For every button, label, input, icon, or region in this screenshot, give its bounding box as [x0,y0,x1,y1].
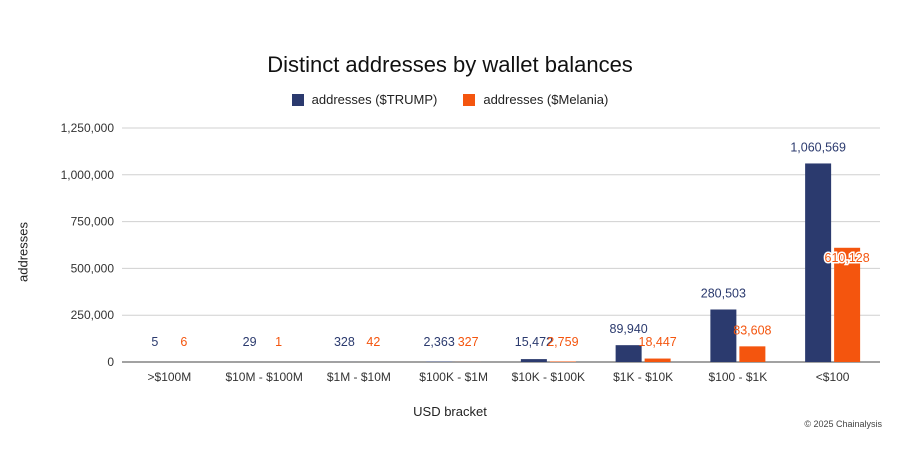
x-axis-label: USD bracket [413,404,487,419]
x-tick-label: $10M - $100M [225,370,302,384]
data-label-trump: 15,472 [515,335,553,349]
copyright-credit: © 2025 Chainalysis [804,419,882,429]
bar-trump [520,359,547,362]
data-label-melania: 2,759 [547,335,578,349]
legend-item-trump: addresses ($TRUMP) [291,92,438,107]
bar-trump [805,163,832,362]
x-tick-label: >$100M [148,370,192,384]
data-label-melania: 327 [458,335,479,349]
chart-legend: addresses ($TRUMP) addresses ($Melania) [0,92,900,107]
y-tick-label: 1,250,000 [61,121,115,135]
bar-melania [549,361,576,362]
x-tick-label: $10K - $100K [512,370,585,384]
y-tick-label: 1,000,000 [61,168,115,182]
y-tick-label: 750,000 [71,215,115,229]
data-label-melania: 1 [275,335,282,349]
data-label-trump: 2,363 [423,335,454,349]
y-tick-label: 0 [107,355,114,369]
bar-melania [834,247,861,362]
data-label-melania: 6 [180,335,187,349]
x-tick-label: $1K - $10K [613,370,673,384]
y-tick-label: 250,000 [71,308,115,322]
x-tick-label: $1M - $10M [327,370,391,384]
bar-melania [739,346,766,362]
data-label-melania: 18,447 [639,335,677,349]
legend-label-trump: addresses ($TRUMP) [311,92,438,107]
bar-trump [615,345,642,362]
legend-label-melania: addresses ($Melania) [483,92,609,107]
data-label-trump: 280,503 [701,286,746,300]
bar-trump [710,309,737,362]
data-label-trump: 29 [243,335,257,349]
data-label-trump: 328 [334,335,355,349]
x-tick-label: $100 - $1K [709,370,768,384]
x-tick-label: $100K - $1M [419,370,488,384]
data-label-trump: 1,060,569 [790,140,846,154]
legend-swatch-trump [291,93,304,106]
data-label-trump: 5 [151,335,158,349]
legend-swatch-melania [463,93,476,106]
legend-item-melania: addresses ($Melania) [463,92,608,107]
data-label-trump: 89,940 [610,322,648,336]
x-tick-label: <$100 [816,370,850,384]
bar-melania [644,358,671,362]
chart-title: Distinct addresses by wallet balances [267,52,633,77]
data-label-melania: 42 [366,335,380,349]
y-tick-label: 500,000 [71,261,115,275]
data-label-melania: 610,128 [825,251,870,265]
data-label-melania: 83,608 [733,323,771,337]
